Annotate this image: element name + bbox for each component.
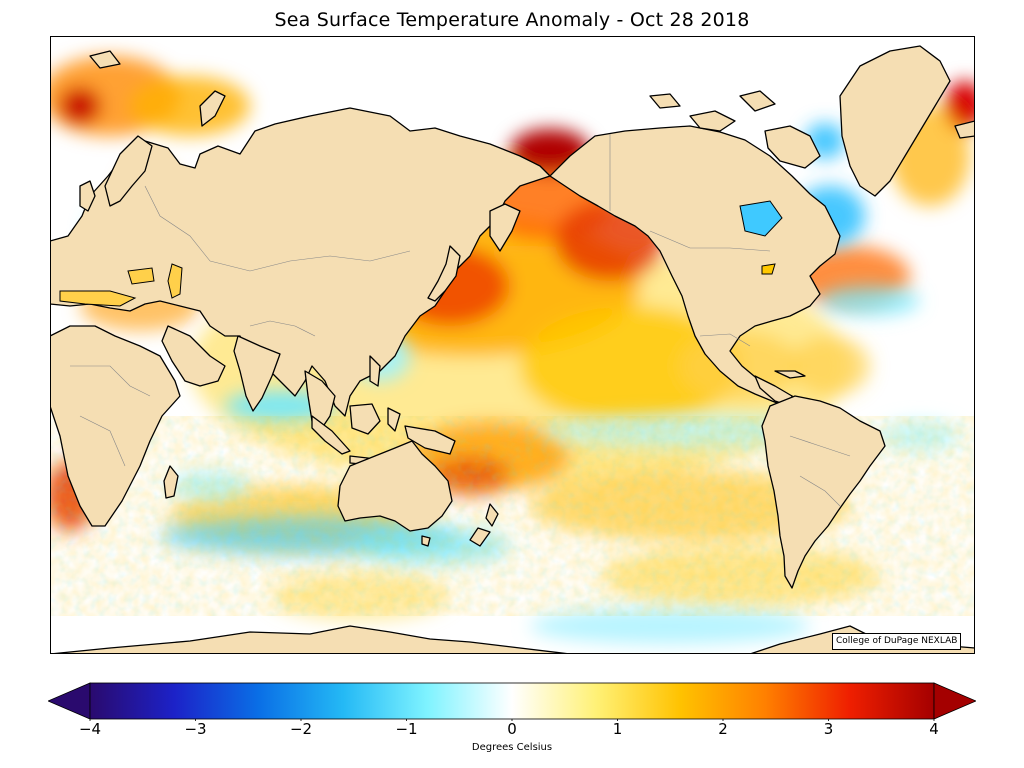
land-iceland — [954, 120, 975, 139]
credit-label: College of DuPage NEXLAB — [832, 633, 962, 650]
land-sumatra — [311, 415, 351, 455]
land-japan — [427, 245, 461, 302]
colorbar-tick-label: −1 — [395, 720, 418, 738]
mediterranean-sea — [59, 290, 137, 307]
country-borders — [70, 134, 851, 507]
land-arabia — [161, 325, 226, 387]
land-eurasia — [50, 107, 551, 417]
colorbar-tick-label: 2 — [718, 720, 728, 738]
land-svalbard — [89, 50, 121, 69]
colorbar-tick-label: −2 — [289, 720, 313, 738]
land-scandinavia — [104, 135, 153, 207]
land-sulawesi — [387, 407, 401, 432]
colorbar-tick-label: 3 — [823, 720, 834, 738]
hudson-bay — [739, 200, 783, 237]
border-us-mexico — [699, 333, 751, 347]
land-australia — [337, 440, 453, 532]
land-novaya-zemlya — [199, 90, 226, 127]
sst-anomaly-map — [50, 36, 975, 654]
border-china-india — [249, 320, 316, 337]
land-india — [233, 335, 281, 412]
land-baffin — [764, 125, 821, 169]
colorbar-over-arrow — [933, 682, 976, 720]
border-us-canada — [649, 230, 771, 252]
colorbar-label: Degrees Celsius — [471, 742, 553, 753]
land-uk — [79, 180, 96, 212]
colorbar-tick-label: 0 — [507, 720, 517, 738]
colorbar-tick-label: −3 — [184, 720, 207, 738]
black-sea — [127, 267, 155, 285]
border-europe-asia — [144, 185, 211, 262]
land-kamchatka — [489, 203, 521, 252]
great-lakes — [761, 263, 776, 275]
border-africa-1 — [70, 365, 151, 397]
colorbar-tick-label: 1 — [612, 720, 623, 738]
map-border — [50, 36, 975, 654]
caspian-sea — [167, 263, 183, 299]
map-title: Sea Surface Temperature Anomaly - Oct 28… — [274, 9, 750, 31]
land-cuba — [774, 370, 806, 379]
land-south-america — [761, 395, 886, 589]
colorbar — [48, 682, 976, 721]
land-borneo — [349, 403, 381, 435]
land-tasmania — [421, 535, 431, 547]
land-madagascar — [163, 465, 179, 499]
colorbar-body — [89, 682, 935, 720]
border-south-america-1 — [789, 435, 851, 457]
colorbar-under-arrow — [48, 682, 91, 720]
border-africa-2 — [79, 415, 126, 467]
land-new-guinea — [404, 425, 456, 455]
land-arctic-islands — [649, 90, 776, 132]
inland-water — [59, 200, 783, 307]
colorbar-ticks — [89, 719, 935, 721]
continents — [50, 45, 975, 654]
border-russia-china — [209, 250, 411, 272]
colorbar-tick-label: 4 — [929, 720, 939, 738]
land-north-america — [549, 125, 841, 409]
colorbar-tick-label: −4 — [78, 720, 102, 738]
land-philippines — [369, 355, 381, 387]
land-africa — [50, 325, 181, 527]
land-greenland — [839, 45, 951, 197]
border-south-america-2 — [799, 475, 841, 507]
land-new-zealand — [469, 503, 499, 547]
